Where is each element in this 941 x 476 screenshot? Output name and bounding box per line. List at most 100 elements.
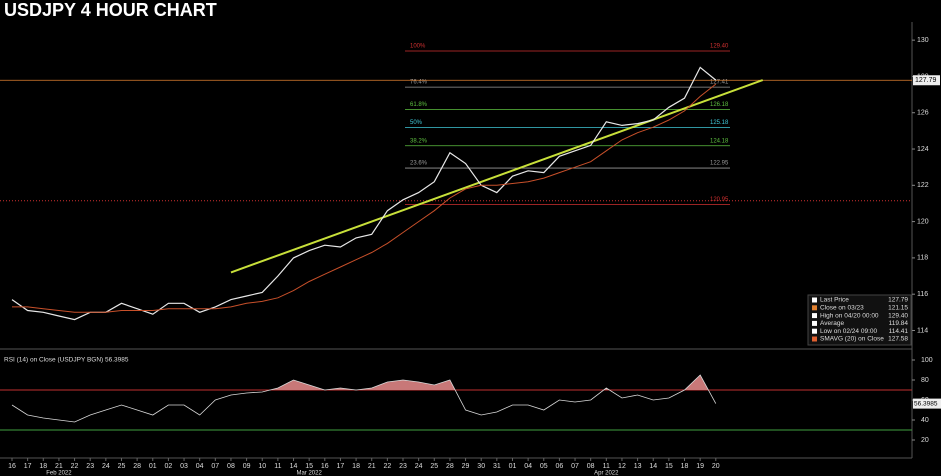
fib-label: 100% (410, 44, 426, 50)
chart-title: USDJPY 4 HOUR CHART (4, 0, 217, 20)
legend-swatch (812, 313, 817, 319)
x-tick-label: 02 (165, 463, 173, 470)
legend-swatch (812, 328, 817, 334)
x-tick-label: 18 (39, 463, 47, 470)
price-line (12, 83, 717, 313)
legend-swatch (812, 336, 817, 342)
trendline (230, 79, 764, 274)
legend-value: 127.58 (888, 336, 908, 343)
x-tick-label: 07 (211, 463, 219, 470)
fib-value-label: 127.41 (710, 80, 729, 86)
x-tick-label: 19 (696, 463, 704, 470)
y-tick-label: 130 (917, 37, 929, 44)
x-tick-label: 15 (305, 463, 313, 470)
x-tick-label: 13 (634, 463, 642, 470)
x-tick-label: 28 (446, 463, 454, 470)
fib-value-label: 124.18 (710, 138, 729, 144)
y-tick-label: 126 (917, 110, 929, 117)
legend-value: 121.15 (888, 305, 908, 312)
x-tick-label: 08 (227, 463, 235, 470)
legend-label: Low on 02/24 09:00 (820, 328, 877, 335)
x-tick-label: 03 (180, 463, 188, 470)
x-tick-label: 14 (290, 463, 298, 470)
rsi-tag (913, 398, 941, 409)
fib-label: 50% (410, 120, 423, 126)
x-tick-label: 22 (383, 463, 391, 470)
legend-box (807, 294, 912, 346)
y-tick-label: 120 (917, 218, 929, 225)
x-tick-label: 31 (493, 463, 501, 470)
rsi-tag-label: 56.3985 (914, 400, 938, 407)
x-tick-label: 04 (196, 463, 204, 470)
x-tick-label: 25 (430, 463, 438, 470)
legend-value: 129.40 (888, 312, 908, 319)
legend-value: 114.41 (889, 328, 909, 335)
fib-value-label: 129.40 (710, 44, 729, 50)
legend-value: 127.79 (888, 297, 908, 304)
price-tag (913, 75, 940, 86)
fib-value-label: 120.95 (710, 197, 729, 203)
fib-label: 38.2% (410, 138, 428, 144)
x-tick-label: 01 (509, 463, 517, 470)
legend-label: Last Price (820, 297, 849, 304)
legend-value: 119.84 (889, 320, 909, 327)
fib-value-label: 125.18 (710, 120, 729, 126)
x-tick-label: 12 (618, 463, 626, 470)
price-tag-label: 127.79 (915, 77, 937, 84)
fib-value-label: 122.95 (710, 161, 729, 167)
legend-label: SMAVG (20) on Close (820, 336, 884, 343)
x-tick-label: 15 (665, 463, 673, 470)
month-label: Apr 2022 (594, 471, 619, 476)
x-tick-label: 16 (8, 463, 16, 470)
legend-swatch (812, 305, 817, 311)
x-tick-label: 25 (118, 463, 126, 470)
y-tick-label: 118 (917, 255, 928, 262)
month-label: Mar 2022 (296, 471, 322, 476)
price-line (11, 66, 717, 321)
x-tick-label: 07 (571, 463, 579, 470)
legend-label: High on 04/20 00:00 (820, 312, 879, 319)
y-tick-label: 80 (921, 377, 929, 384)
x-tick-label: 23 (399, 463, 407, 470)
x-tick-label: 04 (524, 463, 532, 470)
month-label: Feb 2022 (46, 471, 72, 476)
x-tick-label: 06 (556, 463, 564, 470)
x-tick-label: 30 (477, 463, 485, 470)
x-tick-label: 17 (24, 463, 32, 470)
y-tick-label: 122 (917, 182, 929, 189)
y-tick-label: 114 (917, 327, 928, 334)
y-tick-label: 20 (921, 437, 929, 444)
legend-label: Close on 03/23 (820, 305, 864, 312)
x-tick-label: 24 (415, 463, 423, 470)
x-tick-label: 16 (321, 463, 329, 470)
y-tick-label: 116 (917, 291, 928, 298)
fib-label: 23.6% (410, 161, 428, 167)
legend-swatch (812, 297, 817, 303)
rsi-line (11, 374, 717, 423)
x-tick-label: 18 (352, 463, 360, 470)
x-tick-label: 20 (712, 463, 720, 470)
rsi-title: RSI (14) on Close (USDJPY BGN) 56.3985 (4, 357, 129, 364)
y-tick-label: 124 (917, 146, 929, 153)
x-tick-label: 21 (368, 463, 376, 470)
x-tick-label: 11 (274, 463, 281, 470)
x-tick-label: 05 (540, 463, 548, 470)
x-tick-label: 22 (71, 463, 79, 470)
y-tick-label: 40 (921, 417, 929, 424)
legend-label: Average (820, 320, 844, 327)
x-tick-label: 24 (102, 463, 110, 470)
fib-label: 76.4% (410, 80, 428, 86)
fib-value-label: 126.18 (710, 102, 729, 108)
x-tick-label: 10 (258, 463, 266, 470)
x-tick-label: 17 (337, 463, 345, 470)
x-tick-label: 23 (86, 463, 94, 470)
x-tick-label: 01 (149, 463, 157, 470)
x-tick-label: 14 (649, 463, 657, 470)
x-tick-label: 21 (55, 463, 63, 470)
x-tick-label: 09 (243, 463, 251, 470)
x-tick-label: 29 (462, 463, 470, 470)
x-tick-label: 28 (133, 463, 141, 470)
y-tick-label: 100 (921, 357, 933, 364)
